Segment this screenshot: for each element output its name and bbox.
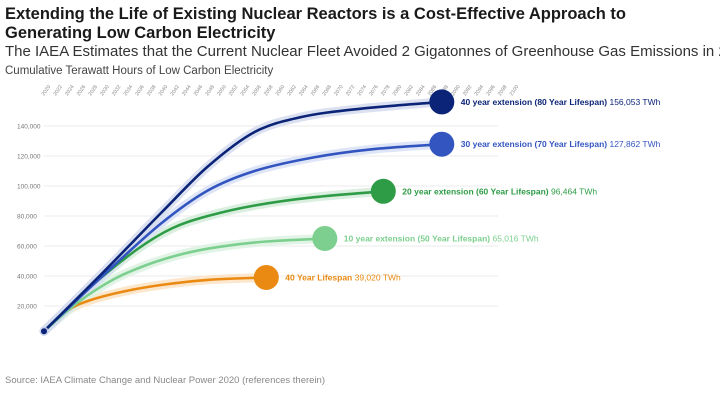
series-end-label: 30 year extension (70 Year Lifespan) 127… <box>461 139 661 149</box>
x-tick-label: 2024 <box>64 84 76 97</box>
chart-title: Extending the Life of Existing Nuclear R… <box>5 5 627 42</box>
x-tick-label: 2030 <box>99 84 111 97</box>
series-line <box>42 142 444 333</box>
x-tick-label: 2096 <box>485 84 497 97</box>
x-tick-label: 2074 <box>357 84 369 97</box>
series-value: 65,016 TWh <box>492 233 538 243</box>
chart-subtitle: The IAEA Estimates that the Current Nucl… <box>5 43 720 60</box>
x-tick-label: 2042 <box>169 84 181 97</box>
x-tick-label: 2086 <box>427 84 439 97</box>
series-end-label: 40 Year Lifespan 39,020 TWh <box>285 272 401 282</box>
x-tick-label: 2090 <box>450 84 462 97</box>
x-tick-label: 2028 <box>88 84 100 97</box>
chart-caption: Cumulative Terawatt Hours of Low Carbon … <box>5 65 274 77</box>
series-end-marker <box>253 264 279 290</box>
x-tick-label: 2038 <box>146 84 158 97</box>
x-tick-label: 2060 <box>275 84 287 97</box>
series-end-label: 20 year extension (60 Year Lifespan) 96,… <box>402 186 597 196</box>
start-marker <box>41 328 47 335</box>
x-tick-label: 2062 <box>286 84 298 97</box>
x-tick-label: 2048 <box>205 84 217 97</box>
x-tick-label: 2100 <box>509 84 521 97</box>
series-name: 10 year extension (50 Year Lifespan) <box>344 233 493 243</box>
y-tick-label: 140,000 <box>17 124 41 131</box>
series-end-label: 40 year extension (80 Year Lifespan) 156… <box>461 97 661 107</box>
x-tick-label: 2068 <box>322 84 334 97</box>
x-tick-label: 2026 <box>76 84 88 97</box>
series-value: 39,020 TWh <box>355 272 401 282</box>
x-tick-label: 2020 <box>41 84 53 97</box>
x-tick-label: 2054 <box>240 84 252 97</box>
x-tick-label: 2056 <box>251 84 263 97</box>
x-tick-label: 2082 <box>403 84 415 97</box>
series-halo <box>39 186 388 336</box>
series-value: 156,053 TWh <box>609 97 660 107</box>
series-end-marker <box>429 89 455 115</box>
series-line <box>42 237 327 333</box>
series-end-marker <box>370 178 396 204</box>
x-tick-label: 2040 <box>158 84 170 97</box>
x-tick-label: 2034 <box>123 84 135 97</box>
y-tick-label: 20,000 <box>17 304 37 311</box>
x-tick-label: 2076 <box>368 84 380 97</box>
x-tick-label: 2084 <box>415 84 427 97</box>
series-end-label: 10 year extension (50 Year Lifespan) 65,… <box>344 233 539 243</box>
x-tick-label: 2094 <box>474 84 486 97</box>
series-name: 40 Year Lifespan <box>285 272 354 282</box>
y-tick-label: 120,000 <box>17 154 41 161</box>
x-tick-label: 2070 <box>333 84 345 97</box>
series-value: 96,464 TWh <box>551 186 597 196</box>
y-tick-label: 80,000 <box>17 214 37 221</box>
x-tick-label: 2032 <box>111 84 123 97</box>
series-name: 30 year extension (70 Year Lifespan) <box>461 139 610 149</box>
x-tick-label: 2078 <box>380 84 392 97</box>
y-tick-label: 60,000 <box>17 244 37 251</box>
x-tick-label: 2058 <box>263 84 275 97</box>
x-tick-label: 2046 <box>193 84 205 97</box>
x-tick-label: 2036 <box>134 84 146 97</box>
x-tick-label: 2052 <box>228 84 240 97</box>
x-tick-label: 2064 <box>298 84 310 97</box>
y-tick-label: 100,000 <box>17 184 41 191</box>
x-tick-label: 2066 <box>310 84 322 97</box>
x-tick-label: 2092 <box>462 84 474 97</box>
series-end-marker <box>429 131 455 157</box>
series-end-marker <box>312 225 338 251</box>
x-tick-label: 2098 <box>497 84 509 97</box>
x-tick-label: 2080 <box>392 84 404 97</box>
x-tick-label: 2050 <box>216 84 228 97</box>
y-tick-label: 40,000 <box>17 274 37 281</box>
series-value: 127,862 TWh <box>609 139 660 149</box>
chart-source: Source: IAEA Climate Change and Nuclear … <box>5 375 326 386</box>
x-tick-label: 2072 <box>345 84 357 97</box>
x-tick-label: 2022 <box>52 84 64 97</box>
series-line <box>42 100 444 333</box>
series-name: 20 year extension (60 Year Lifespan) <box>402 186 551 196</box>
series-name: 40 year extension (80 Year Lifespan) <box>461 97 610 107</box>
x-tick-label: 2044 <box>181 84 193 97</box>
